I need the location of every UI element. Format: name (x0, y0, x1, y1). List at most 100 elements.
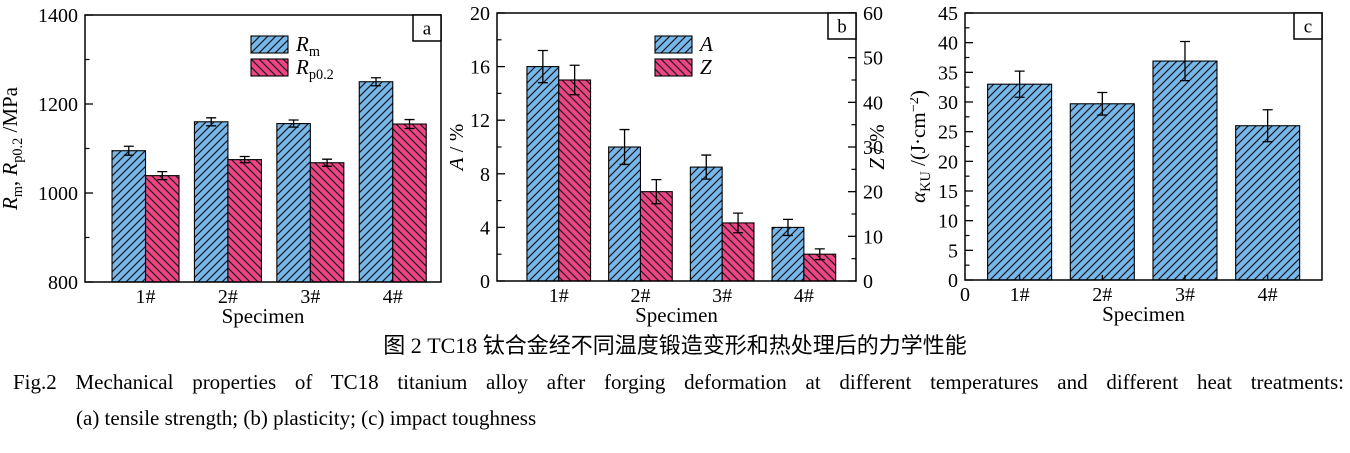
error-bar (782, 218, 793, 237)
error-bar (1262, 109, 1273, 143)
figure-2: 800 1000 1200 1400 1# 2# 3# 4# Specimen Rm, Rp0.2… (0, 3, 1350, 431)
y2-tick-label: 50 (863, 48, 883, 70)
error-bar (701, 154, 712, 180)
y-axis-title: Rm, Rp0.2 /MPa (0, 86, 26, 211)
bar (276, 123, 311, 283)
x-tick-label: 4# (794, 285, 814, 307)
axes-group-a: 800 1000 1200 1400 1# 2# 3# 4# Specimen Rm, Rp0.2… (0, 5, 442, 328)
y-tick-label: 12 (470, 110, 490, 132)
y-tick-label: 20 (938, 151, 958, 173)
bar (392, 123, 427, 283)
y-tick-label: 30 (938, 92, 958, 114)
y-tick-label: 10 (938, 211, 958, 233)
y-axis-title: A / % (450, 124, 468, 173)
y-tick-label: 45 (938, 3, 958, 25)
legend-label: Rm (295, 32, 320, 60)
figure-caption: 图 2 TC18 钛合金经不同温度锻造变形和热处理后的力学性能 Fig.2 Me… (0, 332, 1350, 431)
y-tick-label: 8 (480, 164, 490, 186)
legend-swatch (250, 35, 289, 54)
bar (526, 66, 560, 282)
bar (771, 226, 805, 282)
x-tick-label: 2# (218, 286, 238, 308)
bar (358, 81, 394, 283)
error-bar (157, 170, 168, 181)
panel-label-box (412, 14, 442, 42)
y-tick-label: 1400 (38, 5, 78, 27)
bar (689, 166, 723, 282)
x-tick-label: 3# (1175, 284, 1195, 306)
legend-swatch (250, 58, 289, 77)
bar (987, 83, 1053, 281)
error-bar (123, 145, 134, 156)
error-bar (322, 158, 333, 167)
bar (144, 175, 180, 283)
y2-axis-title: Z / % (865, 124, 889, 170)
error-bar (239, 155, 250, 164)
x-tick-label: 2# (630, 285, 650, 307)
y-axis-title: αKU /(J·cm−2) (910, 90, 934, 203)
bar (1235, 125, 1301, 281)
y-tick-label: 15 (938, 181, 958, 203)
error-bar (288, 119, 299, 128)
x-tick-label: 1# (549, 285, 569, 307)
legend-b: AZ (654, 32, 713, 79)
y-tick-label: 40 (938, 33, 958, 55)
legend-label: A (698, 32, 713, 56)
y-tick-label: 1000 (38, 183, 78, 205)
error-bar (206, 117, 217, 127)
y2-tick-label: 20 (863, 182, 883, 204)
error-bar (404, 118, 415, 130)
charts-row: 800 1000 1200 1400 1# 2# 3# 4# Specimen Rm, Rp0.2… (0, 3, 1323, 328)
error-bar (619, 128, 630, 166)
bar (558, 79, 592, 282)
caption-english: Fig.2 Mechanical properties of TC18 tita… (13, 369, 1344, 394)
x-axis-title: Specimen (222, 304, 305, 328)
bars-group-a (111, 77, 427, 283)
x-tick-label: 1# (1010, 284, 1030, 306)
y-tick-label: 5 (948, 240, 958, 262)
chart-a-tensile-strength: 800 1000 1200 1400 1# 2# 3# 4# Specimen Rm, Rp0.2… (0, 5, 442, 328)
y2-tick-label: 40 (863, 92, 883, 114)
bar (1152, 60, 1218, 281)
x-axis-title: Specimen (1102, 302, 1185, 326)
x-origin-label: 0 (960, 284, 970, 306)
x-tick-label: 1# (136, 286, 156, 308)
error-bar (569, 64, 580, 96)
y2-tick-label: 10 (863, 226, 883, 248)
bar (608, 146, 642, 282)
caption-chinese: 图 2 TC18 钛合金经不同温度锻造变形和热处理后的力学性能 (383, 333, 967, 358)
y2-tick-label: 60 (863, 3, 883, 25)
error-bar (1014, 70, 1025, 98)
bars-group-b (526, 49, 837, 282)
y2-tick-label: 30 (863, 137, 883, 159)
error-bar (651, 178, 662, 205)
panel-label-box (827, 12, 857, 40)
y-tick-label: 1200 (38, 94, 78, 116)
y2-tick-label: 0 (863, 271, 873, 293)
panel-label-box (1293, 12, 1323, 40)
x-tick-label: 3# (712, 285, 732, 307)
y-tick-label: 0 (480, 271, 490, 293)
y-tick-label: 0 (948, 270, 958, 292)
error-bar (371, 77, 382, 87)
error-bar (1179, 40, 1190, 82)
y-tick-label: 4 (480, 217, 490, 239)
bar (227, 159, 262, 283)
legend-label: Z (700, 55, 712, 79)
panel-label: b (837, 17, 847, 38)
axes-group-b: 0 4 8 12 16 20 0 10 20 30 40 50 60 1# 2# 3# 4# Specimen A … (450, 3, 889, 327)
caption-subpanels: (a) tensile strength; (b) plasticity; (c… (76, 405, 537, 430)
error-bar (1097, 91, 1108, 116)
legend-swatch (654, 58, 693, 77)
bar (193, 121, 229, 283)
y-tick-label: 800 (48, 272, 78, 294)
legend-swatch (654, 35, 693, 54)
bar (309, 162, 345, 283)
y-tick-label: 20 (470, 3, 490, 25)
bar (639, 191, 673, 282)
y-tick-label: 35 (938, 62, 958, 84)
x-tick-label: 3# (300, 286, 320, 308)
